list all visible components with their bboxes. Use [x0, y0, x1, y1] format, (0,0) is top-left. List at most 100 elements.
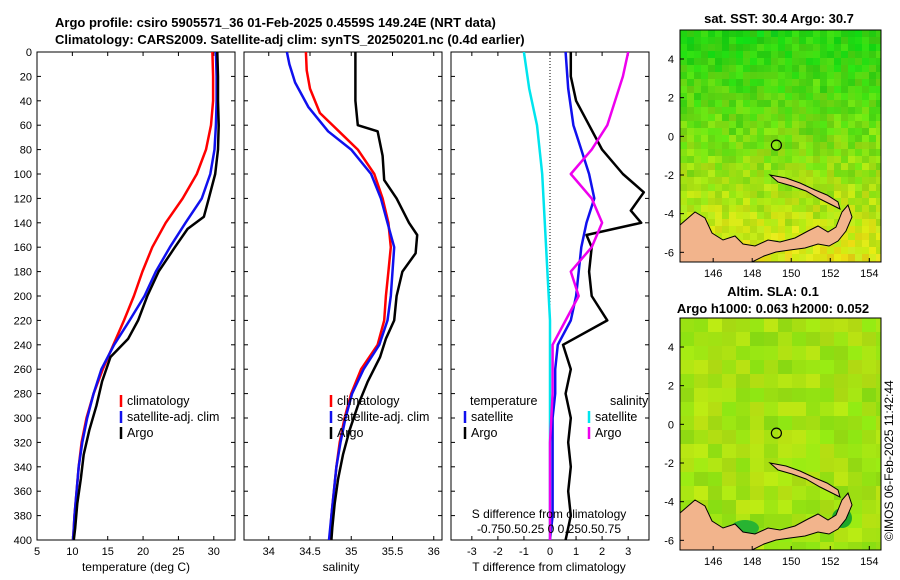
map-cell: [792, 44, 800, 52]
map-cell: [799, 86, 807, 94]
map-cell: [834, 163, 842, 171]
map-cell: [715, 65, 723, 73]
map-cell: [708, 37, 716, 45]
map-cell: [806, 332, 821, 347]
map-cell: [792, 458, 807, 473]
map-cell: [855, 205, 863, 213]
map-cell: [855, 149, 863, 157]
map-cell: [834, 37, 842, 45]
map-cell: [750, 44, 758, 52]
map-cell: [862, 37, 870, 45]
legend-argo: Argo: [127, 426, 153, 440]
map-cell: [736, 346, 751, 361]
y-tick-label: 340: [14, 462, 32, 474]
map-cell: [764, 177, 772, 185]
map-cell: [736, 360, 751, 375]
legend-t-satellite: satellite: [471, 410, 513, 424]
x-tick-label: 0: [547, 546, 553, 558]
map-cell: [876, 472, 881, 487]
map-cell: [862, 163, 870, 171]
map-cell: [715, 51, 723, 59]
map-cell: [834, 44, 842, 52]
legend-climatology: climatology: [127, 394, 190, 408]
map-cell: [701, 107, 709, 115]
map-cell: [722, 402, 737, 417]
map-cell: [736, 416, 751, 431]
map-cell: [680, 121, 688, 129]
map-cell: [862, 458, 877, 473]
sla-map-title: Altim. SLA: 0.1: [727, 284, 819, 299]
map-cell: [813, 44, 821, 52]
map-cell: [862, 514, 877, 529]
x-tick-label: 148: [743, 556, 761, 568]
map-cell: [701, 156, 709, 164]
map-cell: [834, 458, 849, 473]
map-cell: [687, 114, 695, 122]
map-cell: [855, 254, 863, 262]
map-cell: [701, 135, 709, 143]
map-cell: [876, 79, 881, 87]
map-cell: [848, 198, 856, 206]
map-cell: [694, 65, 702, 73]
y-tick-label: 0: [668, 131, 674, 143]
map-cell: [792, 177, 800, 185]
map-cell: [757, 44, 765, 52]
map-cell: [841, 72, 849, 80]
map-cell: [764, 374, 779, 389]
map-cell: [764, 205, 772, 213]
map-cell: [757, 86, 765, 94]
map-cell: [813, 163, 821, 171]
map-cell: [680, 107, 688, 115]
map-cell: [694, 388, 709, 403]
map-cell: [722, 416, 737, 431]
map-cell: [799, 72, 807, 80]
map-cell: [827, 44, 835, 52]
map-cell: [806, 542, 821, 550]
map-cell: [841, 198, 849, 206]
map-cell: [876, 65, 881, 73]
map-cell: [743, 79, 751, 87]
map-cell: [701, 58, 709, 66]
map-cell: [764, 107, 772, 115]
map-cell: [757, 100, 765, 108]
map-cell: [862, 388, 877, 403]
map-cell: [708, 114, 716, 122]
map-cell: [876, 500, 881, 515]
map-cell: [680, 402, 695, 417]
map-cell: [750, 360, 765, 375]
map-cell: [848, 114, 856, 122]
map-cell: [785, 86, 793, 94]
map-cell: [708, 44, 716, 52]
x-tick-label: 36: [428, 546, 440, 558]
map-cell: [708, 486, 723, 501]
map-cell: [708, 163, 716, 171]
map-cell: [876, 318, 881, 333]
map-cell: [862, 86, 870, 94]
map-cell: [701, 51, 709, 59]
map-cell: [722, 318, 737, 333]
map-cell: [827, 254, 835, 262]
y-tick-label: 200: [14, 291, 32, 303]
map-cell: [799, 79, 807, 87]
map-cell: [736, 233, 744, 241]
series-argo: [72, 52, 220, 540]
map-cell: [778, 30, 786, 38]
y-tick-label: 160: [14, 242, 32, 254]
series-salinity-satellite: [522, 52, 552, 540]
map-cell: [715, 58, 723, 66]
map-cell: [848, 240, 856, 248]
map-cell: [722, 486, 737, 501]
map-cell: [778, 388, 793, 403]
map-cell: [708, 149, 716, 157]
map-cell: [680, 142, 688, 150]
map-cell: [834, 142, 842, 150]
map-cell: [694, 318, 709, 333]
map-cell: [771, 44, 779, 52]
map-cell: [729, 44, 737, 52]
map-cell: [715, 163, 723, 171]
map-cell: [750, 170, 758, 178]
map-cell: [771, 198, 779, 206]
map-cell: [820, 79, 828, 87]
y-tick-label: 60: [20, 120, 32, 132]
map-cell: [729, 226, 737, 234]
